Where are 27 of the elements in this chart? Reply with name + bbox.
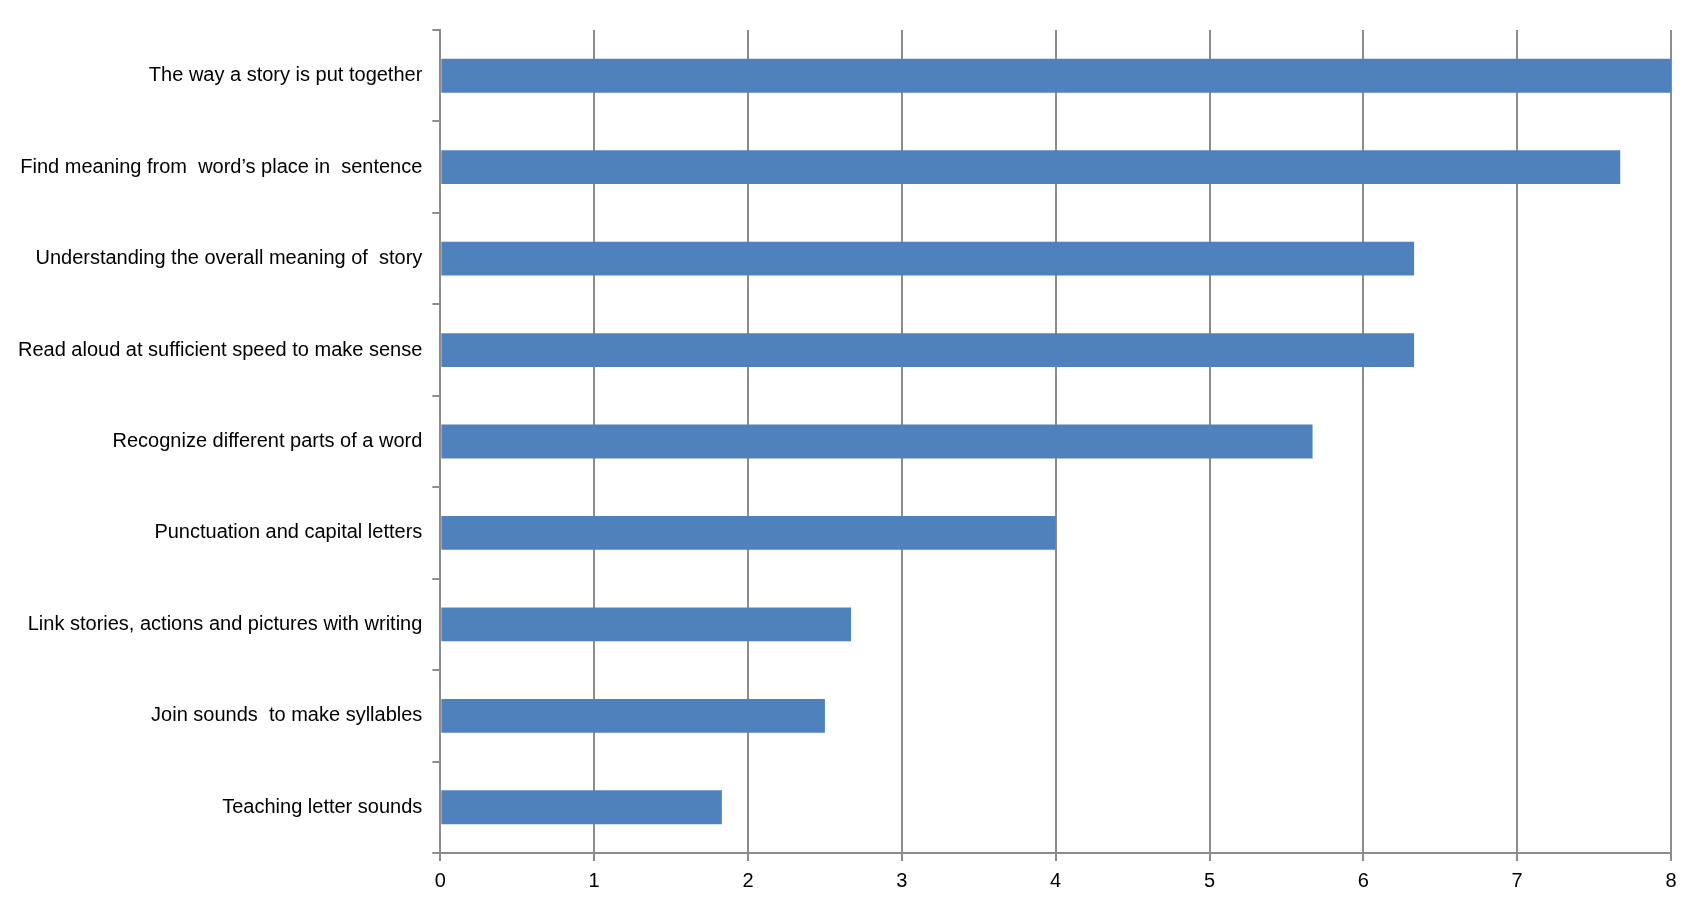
y-tick-label: Link stories, actions and pictures with writing	[27, 611, 423, 634]
y-tick-label: Teaching letter sounds	[222, 794, 423, 817]
x-tick-label: 2	[742, 868, 754, 891]
y-tick-label: Read aloud at sufficient speed to make sense	[17, 337, 423, 360]
x-tick-label: 0	[434, 868, 446, 891]
x-tick-label: 1	[588, 868, 600, 891]
bar	[441, 424, 1313, 459]
bar	[441, 516, 1056, 550]
bar	[441, 698, 825, 733]
bar	[441, 607, 852, 642]
x-tick-label: 4	[1050, 868, 1062, 891]
y-tick-label: Find meaning from word’s place in sentence	[20, 154, 423, 177]
x-tick-label: 6	[1357, 868, 1369, 891]
bar	[441, 333, 1415, 367]
y-tick-label: The way a story is put together	[148, 63, 423, 86]
bar	[441, 241, 1415, 276]
y-tick-label: Understanding the overall meaning of story	[35, 246, 423, 269]
x-tick-label: 7	[1511, 868, 1523, 891]
x-tick-label: 3	[896, 868, 908, 891]
bar	[441, 150, 1621, 185]
y-tick-label: Punctuation and capital letters	[154, 520, 423, 543]
x-tick-label: 8	[1665, 868, 1677, 891]
bar	[441, 58, 1671, 93]
y-tick-label: Join sounds to make syllables	[151, 703, 423, 726]
x-tick-label: 5	[1203, 868, 1216, 891]
y-tick-label: Recognize different parts of a word	[112, 429, 423, 452]
bar	[441, 790, 722, 825]
